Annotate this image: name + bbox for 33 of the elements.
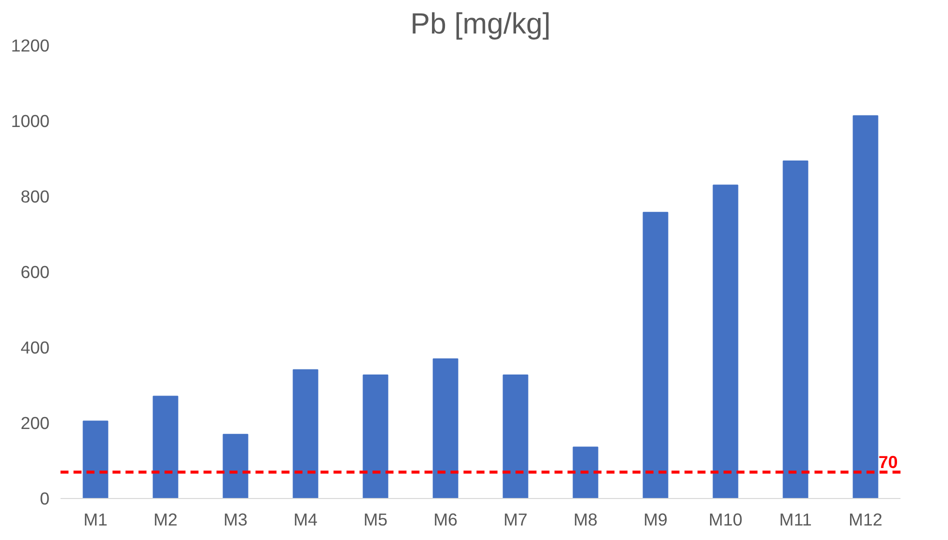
- x-tick-label: M10: [708, 510, 742, 530]
- x-tick-label: M6: [433, 510, 458, 530]
- y-tick-label: 800: [20, 186, 50, 206]
- bar: [152, 396, 178, 498]
- bar: [712, 184, 738, 498]
- bar: [82, 420, 108, 498]
- bar: [852, 115, 878, 498]
- x-tick-label: M11: [779, 510, 812, 530]
- y-tick-label: 0: [40, 488, 50, 508]
- x-tick-label: M3: [223, 510, 248, 530]
- y-tick-label: 1000: [10, 111, 50, 131]
- y-tick-label: 600: [20, 262, 50, 282]
- x-tick-label: M1: [83, 510, 108, 530]
- x-tick-label: M7: [503, 510, 528, 530]
- x-tick-label: M2: [153, 510, 178, 530]
- bar: [782, 160, 808, 498]
- y-tick-label: 400: [20, 338, 50, 358]
- x-tick-label: M9: [643, 510, 668, 530]
- y-tick-label: 1200: [10, 36, 50, 56]
- y-tick-label: 200: [20, 413, 50, 433]
- bar: [572, 446, 598, 498]
- bar: [502, 374, 528, 498]
- x-tick-label: M5: [363, 510, 388, 530]
- x-tick-label: M4: [293, 510, 318, 530]
- x-tick-label: M12: [848, 510, 882, 530]
- bar: [432, 358, 458, 498]
- ref-line-label: 70: [878, 452, 898, 472]
- bar: [642, 212, 668, 498]
- bar: [222, 434, 248, 498]
- bar: [292, 369, 318, 498]
- chart-title: Pb [mg/kg]: [410, 8, 551, 40]
- x-tick-label: M8: [573, 510, 598, 530]
- bar: [362, 374, 388, 498]
